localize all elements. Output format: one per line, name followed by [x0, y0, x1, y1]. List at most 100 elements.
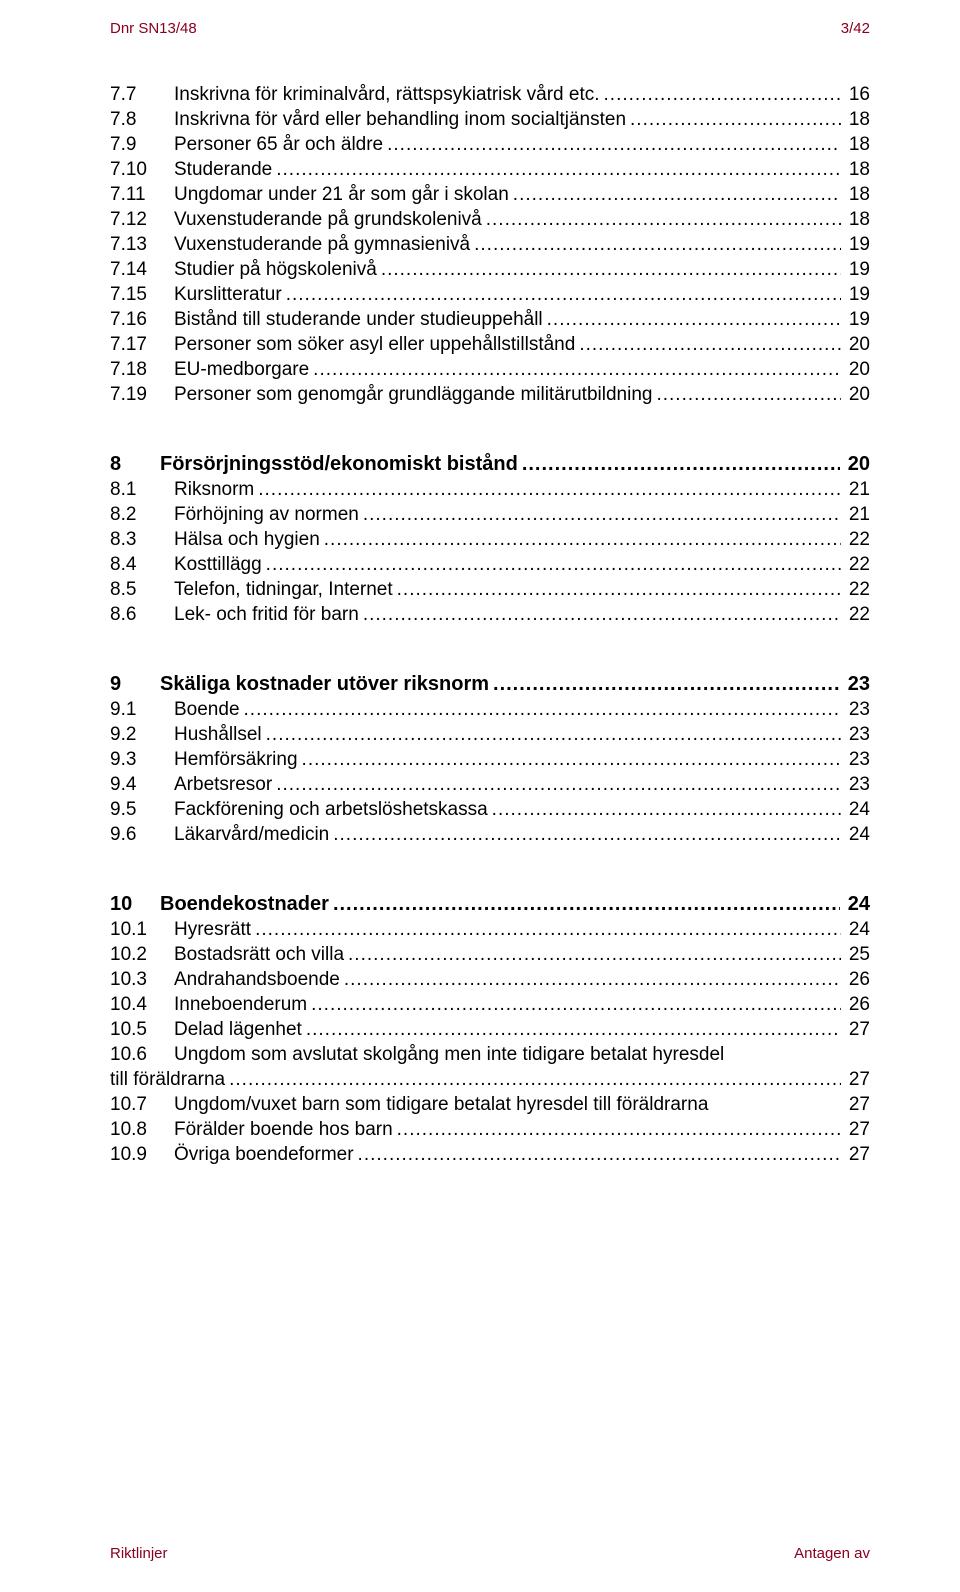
toc-entry-page: 19 — [845, 310, 870, 329]
toc-entry-label: Delad lägenhet — [174, 1020, 302, 1039]
toc-leader-dots — [348, 945, 841, 964]
toc-entry-number: 10.8 — [110, 1120, 174, 1139]
toc-entry-page: 27 — [845, 1020, 870, 1039]
toc-section-heading[interactable]: 9Skäliga kostnader utöver riksnorm23 — [110, 674, 870, 694]
toc-entry[interactable]: 7.14Studier på högskolenivå19 — [110, 260, 870, 279]
toc-entry-page: 18 — [845, 135, 870, 154]
toc-entry[interactable]: 10.7Ungdom/vuxet barn som tidigare betal… — [110, 1095, 870, 1114]
toc-entry[interactable]: 10.1Hyresrätt24 — [110, 920, 870, 939]
toc-entry[interactable]: 8.1Riksnorm21 — [110, 480, 870, 499]
toc-entry-continuation[interactable]: till föräldrarna27 — [110, 1070, 870, 1089]
toc-entry-label: Inskrivna för vård eller behandling inom… — [174, 110, 626, 129]
toc-leader-dots — [229, 1070, 841, 1089]
toc-leader-dots — [486, 210, 841, 229]
toc-entry[interactable]: 8.3Hälsa och hygien22 — [110, 530, 870, 549]
toc-leader-dots — [302, 750, 841, 769]
toc-entry[interactable]: 7.11Ungdomar under 21 år som går i skola… — [110, 185, 870, 204]
toc-entry-label: Hyresrätt — [174, 920, 251, 939]
toc-entry-number: 7.19 — [110, 385, 174, 404]
toc-entry[interactable]: 7.8Inskrivna för vård eller behandling i… — [110, 110, 870, 129]
toc-entry[interactable]: 8.2Förhöjning av normen21 — [110, 505, 870, 524]
toc-entry[interactable]: 7.7Inskrivna för kriminalvård, rättspsyk… — [110, 85, 870, 104]
toc-entry[interactable]: 7.13Vuxenstuderande på gymnasienivå19 — [110, 235, 870, 254]
toc-leader-dots — [630, 110, 841, 129]
toc-entry-label: till föräldrarna — [110, 1070, 225, 1089]
toc-entry[interactable]: 8.4Kosttillägg22 — [110, 555, 870, 574]
toc-entry-page: 20 — [845, 335, 870, 354]
toc-entry[interactable]: 7.12Vuxenstuderande på grundskolenivå18 — [110, 210, 870, 229]
toc-entry[interactable]: 9.6Läkarvård/medicin24 — [110, 825, 870, 844]
toc-entry-number: 9.2 — [110, 725, 174, 744]
toc-leader-dots — [276, 160, 841, 179]
toc-leader-dots — [324, 530, 841, 549]
toc-entry[interactable]: 7.17Personer som söker asyl eller uppehå… — [110, 335, 870, 354]
toc-entry[interactable]: 7.15Kurslitteratur19 — [110, 285, 870, 304]
toc-entry-label: Hälsa och hygien — [174, 530, 320, 549]
toc-entry-label: Hemförsäkring — [174, 750, 298, 769]
toc-entry-number: 8.2 — [110, 505, 174, 524]
toc-section-number: 10 — [110, 894, 160, 914]
toc-entry-page: 18 — [845, 160, 870, 179]
toc-entry[interactable]: 7.16Bistånd till studerande under studie… — [110, 310, 870, 329]
toc-leader-dots — [244, 700, 841, 719]
toc-entry[interactable]: 9.2Hushållsel23 — [110, 725, 870, 744]
toc-entry[interactable]: 10.2Bostadsrätt och villa25 — [110, 945, 870, 964]
toc-entry-label: Kosttillägg — [174, 555, 262, 574]
toc-section-heading[interactable]: 10Boendekostnader24 — [110, 894, 870, 914]
toc-entry[interactable]: 7.9Personer 65 år och äldre18 — [110, 135, 870, 154]
toc-leader-dots — [513, 185, 841, 204]
toc-entry-label: Övriga boendeformer — [174, 1145, 354, 1164]
toc-entry[interactable]: 7.19Personer som genomgår grundläggande … — [110, 385, 870, 404]
toc-entry-label: Inskrivna för kriminalvård, rättspsykiat… — [174, 85, 600, 104]
toc-entry[interactable]: 9.1Boende23 — [110, 700, 870, 719]
toc-entry-number: 8.1 — [110, 480, 174, 499]
toc-entry-label: Ungdomar under 21 år som går i skolan — [174, 185, 509, 204]
toc-entry[interactable]: 9.5Fackförening och arbetslöshetskassa24 — [110, 800, 870, 819]
toc-leader-dots — [547, 310, 841, 329]
toc-entry-label: Studerande — [174, 160, 272, 179]
footer-left: Riktlinjer — [110, 1545, 168, 1562]
toc-leader-dots — [258, 480, 841, 499]
toc-leader-dots — [493, 674, 840, 694]
toc-entry-page: 19 — [845, 235, 870, 254]
toc-entry[interactable]: 10.6Ungdom som avslutat skolgång men int… — [110, 1045, 870, 1064]
header-right: 3/42 — [841, 20, 870, 37]
toc-group-gap — [110, 410, 870, 432]
toc-entry[interactable]: 7.18EU-medborgare20 — [110, 360, 870, 379]
toc-entry[interactable]: 10.8Förälder boende hos barn27 — [110, 1120, 870, 1139]
toc-entry-label: Bistånd till studerande under studieuppe… — [174, 310, 543, 329]
toc-entry-number: 9.3 — [110, 750, 174, 769]
toc-entry-label: Personer 65 år och äldre — [174, 135, 383, 154]
toc-entry-number: 7.18 — [110, 360, 174, 379]
toc-leader-dots — [656, 385, 840, 404]
toc-entry-label: Förälder boende hos barn — [174, 1120, 393, 1139]
toc-entry[interactable]: 9.4Arbetsresor23 — [110, 775, 870, 794]
toc-entry[interactable]: 10.9Övriga boendeformer27 — [110, 1145, 870, 1164]
toc-entry-number: 8.5 — [110, 580, 174, 599]
toc-entry[interactable]: 8.6Lek- och fritid för barn22 — [110, 605, 870, 624]
toc-entry[interactable]: 8.5Telefon, tidningar, Internet22 — [110, 580, 870, 599]
toc-entry-page: 20 — [845, 385, 870, 404]
toc-entry[interactable]: 10.3Andrahandsboende26 — [110, 970, 870, 989]
toc-leader-dots — [522, 454, 840, 474]
toc-leader-dots — [381, 260, 841, 279]
toc-leader-dots — [266, 555, 841, 574]
toc-entry-label: Telefon, tidningar, Internet — [174, 580, 393, 599]
toc-entry-page: 27 — [845, 1095, 870, 1114]
toc-leader-dots — [579, 335, 841, 354]
toc-entry[interactable]: 10.5Delad lägenhet27 — [110, 1020, 870, 1039]
toc-entry[interactable]: 7.10Studerande18 — [110, 160, 870, 179]
toc-section-label: Boendekostnader — [160, 894, 329, 914]
toc-entry-page: 26 — [845, 995, 870, 1014]
toc-entry-page: 26 — [845, 970, 870, 989]
toc-entry-label: Studier på högskolenivå — [174, 260, 377, 279]
toc-leader-dots — [266, 725, 841, 744]
toc-entry-number: 10.1 — [110, 920, 174, 939]
toc-entry[interactable]: 9.3Hemförsäkring23 — [110, 750, 870, 769]
toc-leader-dots — [255, 920, 841, 939]
toc-entry[interactable]: 10.4Inneboenderum26 — [110, 995, 870, 1014]
toc-entry-page: 22 — [845, 530, 870, 549]
toc-section-label: Skäliga kostnader utöver riksnorm — [160, 674, 489, 694]
toc-section-heading[interactable]: 8Försörjningsstöd/ekonomiskt bistånd20 — [110, 454, 870, 474]
toc-entry-label: Personer som genomgår grundläggande mili… — [174, 385, 652, 404]
